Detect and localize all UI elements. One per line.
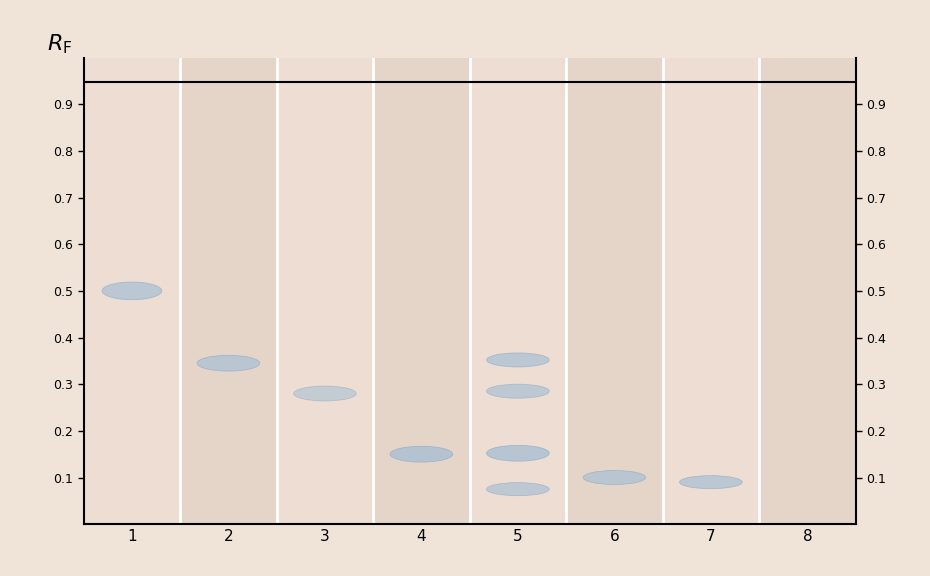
Ellipse shape (486, 483, 550, 496)
Bar (276, 58, 373, 524)
Bar (84, 58, 180, 524)
Text: $\it{R}_{\rm{F}}$: $\it{R}_{\rm{F}}$ (46, 32, 72, 55)
Ellipse shape (486, 353, 550, 367)
Bar (470, 58, 566, 524)
Ellipse shape (680, 476, 742, 488)
Ellipse shape (102, 282, 162, 300)
Bar (566, 58, 662, 524)
Bar (662, 58, 759, 524)
Ellipse shape (486, 384, 550, 398)
Ellipse shape (583, 471, 645, 484)
Bar (373, 58, 470, 524)
Ellipse shape (197, 355, 259, 371)
Ellipse shape (294, 386, 356, 401)
Ellipse shape (390, 446, 453, 462)
Ellipse shape (486, 445, 550, 461)
Bar (759, 58, 856, 524)
Bar (180, 58, 276, 524)
